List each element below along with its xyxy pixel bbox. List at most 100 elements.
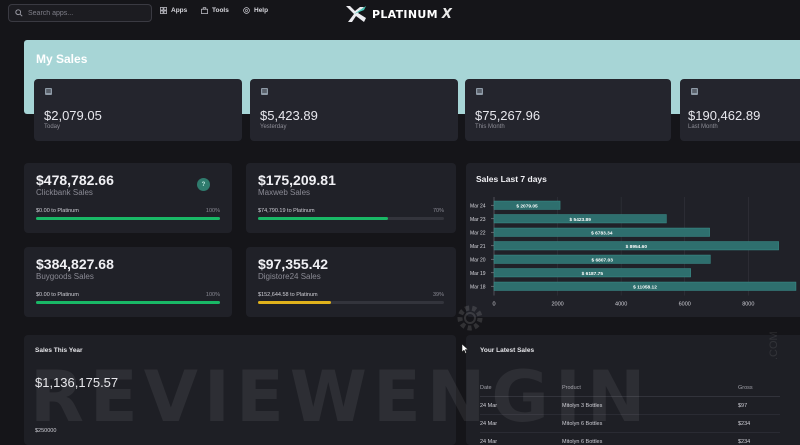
bar [493,241,779,251]
header-gross: Gross [738,385,753,391]
cell-date: 24 Mar [480,439,498,445]
platform-amount: $97,355.42 [258,256,329,272]
platform-remaining: $0.00 to Platinum [36,208,79,214]
nav-apps-label: Apps [171,7,188,14]
cell-date: 24 Mar [480,421,498,427]
platform-percent: 100% [205,208,220,214]
table-row[interactable]: 24 Mar Mitolyn 3 Bottles $97 [480,397,780,415]
platform-percent: 39% [432,292,444,298]
help-button[interactable]: ? [197,178,210,191]
platform-amount: $175,209.81 [258,172,336,188]
cell-gross: $234 [738,439,751,445]
y-category-label: Mar 20 [470,257,486,263]
header-date: Date [480,385,492,391]
stat-value: $190,462.89 [688,108,761,123]
y-category-label: Mar 21 [470,244,486,250]
y-category-label: Mar 23 [470,217,486,223]
database-icon [45,88,52,95]
latest-sales-table: Date Product Gross 24 Mar Mitolyn 3 Bott… [480,379,780,445]
y-axis-tick: $250000 [35,428,57,434]
platform-remaining: $74,790.19 to Platinum [258,208,315,214]
progress-track [36,217,220,220]
search-input[interactable] [28,9,148,17]
stat-value: $5,423.89 [260,108,318,123]
help-circle-icon [243,7,250,14]
my-sales-title: My Sales [36,52,88,66]
platform-name: Clickbank Sales [36,188,93,197]
progress-track [258,301,444,304]
bar-data-label: $ 5423.89 [570,217,592,223]
platform-card-digistore24: $97,355.42 Digistore24 Sales $152,644.58… [246,247,456,317]
x-tick-label: 6000 [679,302,691,308]
cell-date: 24 Mar [480,403,498,409]
platform-name: Maxweb Sales [258,188,311,197]
progress-track [258,217,444,220]
nav-help[interactable]: Help [243,7,268,14]
logo-text: PLATINUM [372,7,438,21]
progress-fill [258,217,389,220]
stat-value: $2,079.05 [44,108,102,123]
platform-remaining: $152,644.58 to Platinum [258,292,318,298]
sales-this-year-title: Sales This Year [35,347,83,354]
cell-gross: $234 [738,421,751,427]
y-category-label: Mar 18 [470,284,486,290]
bar [493,281,797,291]
database-icon [691,88,698,95]
bar-data-label: $ 6807.03 [592,257,614,263]
stat-label: Yesterday [260,124,287,130]
bar [493,214,667,224]
y-category-label: Mar 19 [470,271,486,277]
platform-name: Digistore24 Sales [258,272,321,281]
nav-apps[interactable]: Apps [160,7,187,14]
bar-data-label: $ 6783.34 [591,230,613,236]
nav-tools-label: Tools [212,7,229,14]
sales-this-year-panel: Sales This Year $1,136,175.57 $250000 [24,335,456,445]
x-tick-label: 4000 [615,302,627,308]
header-product: Product [562,385,581,391]
platform-card-maxweb: $175,209.81 Maxweb Sales $74,790.19 to P… [246,163,456,233]
bar [493,268,691,278]
latest-sales-panel: Your Latest Sales Date Product Gross 24 … [466,335,800,445]
sales-bar-chart: 0 2000 4000 6000 8000 Mar 24 $ 2079.05 Mar 23 $ … [470,197,797,308]
cell-product: Mitolyn 6 Bottles [562,421,603,427]
nav-tools[interactable]: Tools [201,7,229,14]
x-tick-label: 0 [492,302,495,308]
stat-label: Today [44,124,61,130]
logo-mark-icon [346,6,366,22]
mouse-cursor-icon [462,344,469,354]
stat-card-today: $2,079.05 Today [34,79,242,141]
stat-label: This Month [475,124,505,130]
stat-value: $75,267.96 [475,108,541,123]
progress-fill [258,301,331,304]
platform-card-clickbank: $478,782.66 Clickbank Sales ? $0.00 to P… [24,163,232,233]
table-row[interactable]: 24 Mar Mitolyn 6 Bottles $234 [480,415,780,433]
logo-x: X [441,6,453,22]
chart-title: Sales Last 7 days [476,174,547,184]
platform-percent: 100% [205,292,220,298]
platform-amount: $478,782.66 [36,172,114,188]
stat-label: Last Month [688,124,718,130]
cell-product: Mitolyn 6 Bottles [562,439,603,445]
database-icon [261,88,268,95]
x-tick-label: 2000 [551,302,563,308]
platform-remaining: $0.00 to Platinum [36,292,79,298]
search-icon [15,9,23,17]
platinum-logo[interactable]: PLATINUM X [344,4,452,24]
table-row[interactable]: 24 Mar Mitolyn 6 Bottles $234 [480,433,780,445]
cell-product: Mitolyn 3 Bottles [562,403,603,409]
bar-data-label: $ 8954.60 [626,244,648,250]
gear-icon [457,305,483,331]
stat-card-last-month: $190,462.89 Last Month [680,79,800,141]
stat-card-this-month: $75,267.96 This Month [465,79,671,141]
progress-fill [36,217,220,220]
platform-name: Buygoods Sales [36,272,94,281]
latest-sales-title: Your Latest Sales [480,347,535,354]
progress-fill [36,301,220,304]
table-header: Date Product Gross [480,379,780,397]
search-box[interactable] [8,4,152,22]
bar [493,200,561,210]
top-bar: Apps Tools Help PLATINUM X [0,0,800,26]
x-tick-label: 8000 [742,302,754,308]
bar-data-label: $ 11058.12 [633,284,657,290]
progress-track [36,301,220,304]
